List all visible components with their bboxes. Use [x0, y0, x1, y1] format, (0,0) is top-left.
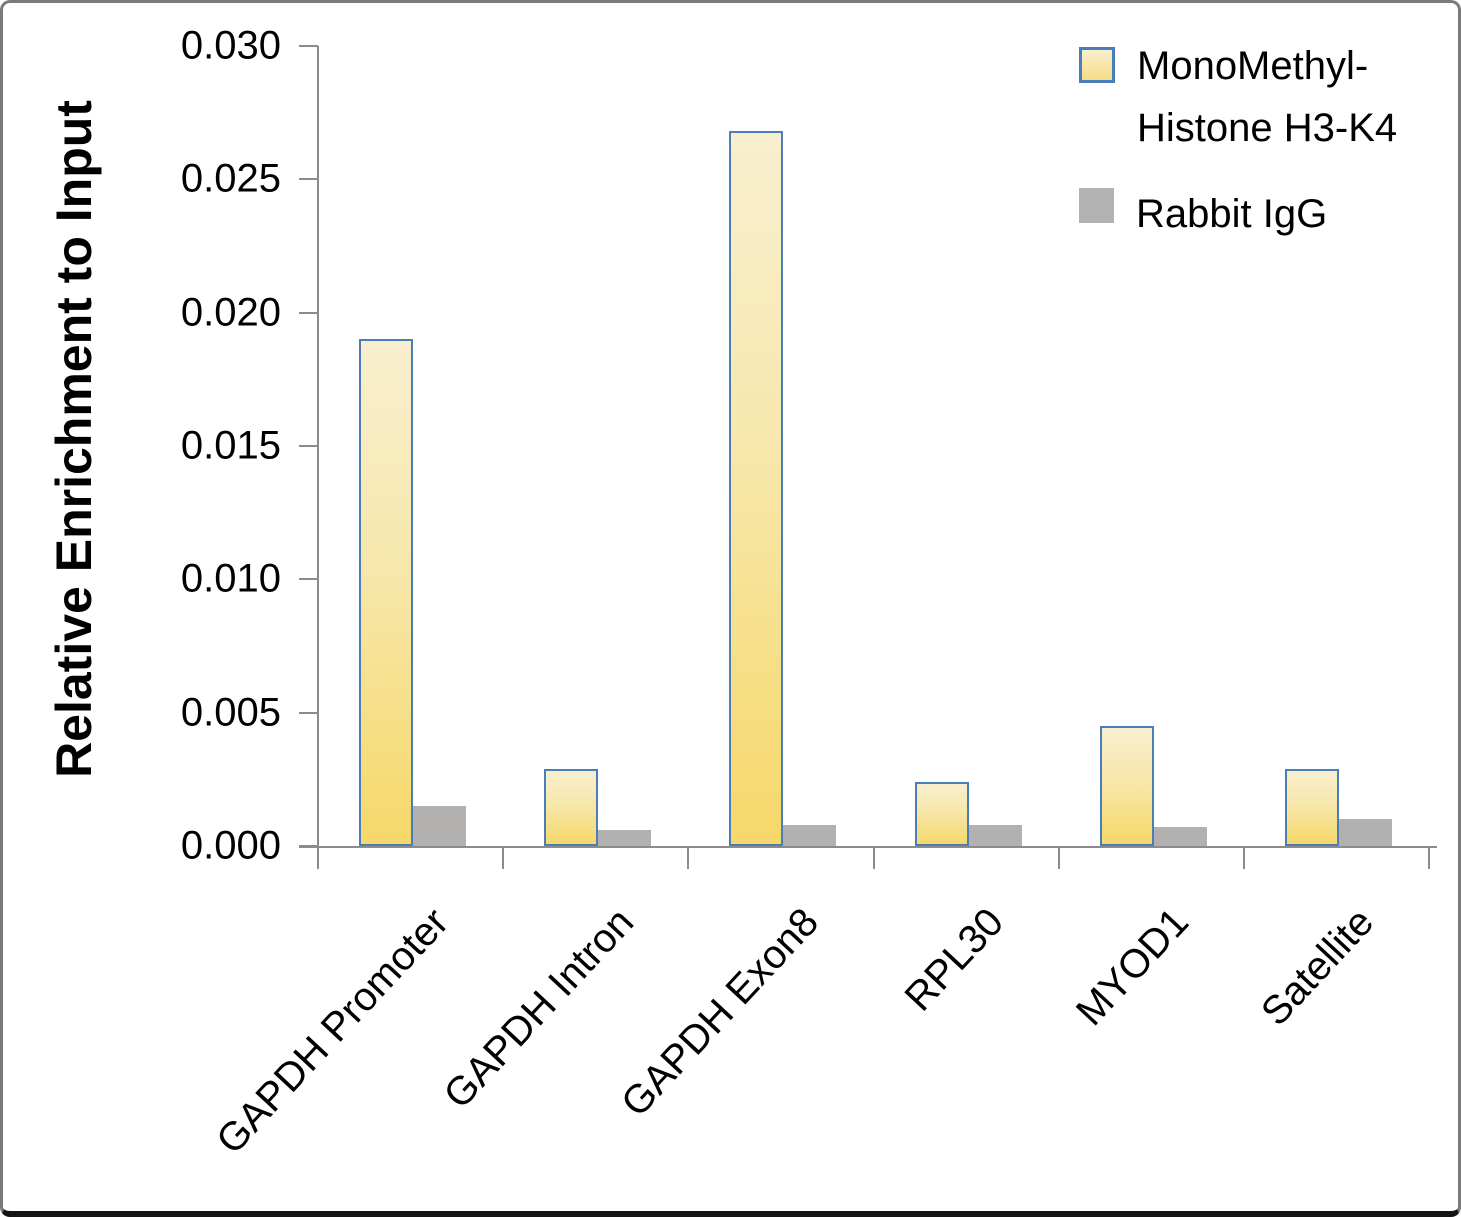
- x-tick-mark: [1057, 846, 1060, 869]
- x-axis-line: [299, 846, 1437, 848]
- y-tick-mark: [299, 845, 318, 847]
- legend-label-rabbit-igg: Rabbit IgG: [1136, 192, 1328, 236]
- legend-swatch-rabbit-igg: [1079, 188, 1114, 223]
- y-tick-label: 0.025: [180, 156, 281, 201]
- legend-swatch-monomethyl: [1079, 47, 1115, 83]
- y-tick-mark: [299, 711, 318, 714]
- bar-rabbit-igg-gapdh-intron: [598, 830, 652, 846]
- x-tick-mark: [317, 846, 319, 869]
- x-tick-mark: [1428, 846, 1430, 869]
- bar-monomethyl-histone-h3-k4-gapdh-intron: [544, 768, 599, 846]
- y-axis-line: [317, 46, 319, 846]
- bar-monomethyl-histone-h3-k4-gapdh-exon8: [729, 131, 784, 846]
- y-axis-title: Relative Enrichment to Input: [46, 100, 102, 778]
- legend-label-monomethyl: MonoMethyl- Histone H3-K4: [1137, 44, 1398, 150]
- y-tick-label: 0.010: [180, 556, 281, 601]
- y-tick-label: 0.000: [180, 823, 281, 868]
- bar-rabbit-igg-satellite: [1338, 819, 1392, 846]
- x-tick-mark: [502, 846, 505, 869]
- bar-monomethyl-histone-h3-k4-rpl30: [914, 782, 969, 846]
- y-tick-mark: [299, 45, 318, 47]
- legend-item-rabbit-igg: Rabbit IgG: [1079, 183, 1327, 245]
- y-tick-mark: [299, 311, 318, 314]
- bar-monomethyl-histone-h3-k4-gapdh-promoter: [359, 339, 413, 846]
- y-tick-mark: [299, 178, 318, 181]
- bar-monomethyl-histone-h3-k4-myod1: [1099, 726, 1154, 846]
- bar-rabbit-igg-rpl30: [968, 824, 1022, 846]
- y-tick-label: 0.020: [180, 290, 281, 335]
- y-tick-mark: [299, 578, 318, 581]
- bar-rabbit-igg-gapdh-promoter: [413, 806, 466, 846]
- bar-rabbit-igg-gapdh-exon8: [783, 824, 837, 846]
- x-tick-mark: [1242, 846, 1245, 869]
- bar-rabbit-igg-myod1: [1153, 827, 1207, 846]
- legend-item-monomethyl: MonoMethyl- Histone H3-K4: [1079, 35, 1397, 159]
- bar-monomethyl-histone-h3-k4-satellite: [1284, 768, 1339, 846]
- y-tick-label: 0.015: [180, 423, 281, 468]
- y-tick-mark: [299, 445, 318, 447]
- x-tick-mark: [872, 846, 875, 869]
- y-tick-label: 0.005: [180, 690, 281, 735]
- x-tick-mark: [687, 846, 690, 869]
- y-tick-label: 0.030: [180, 23, 281, 68]
